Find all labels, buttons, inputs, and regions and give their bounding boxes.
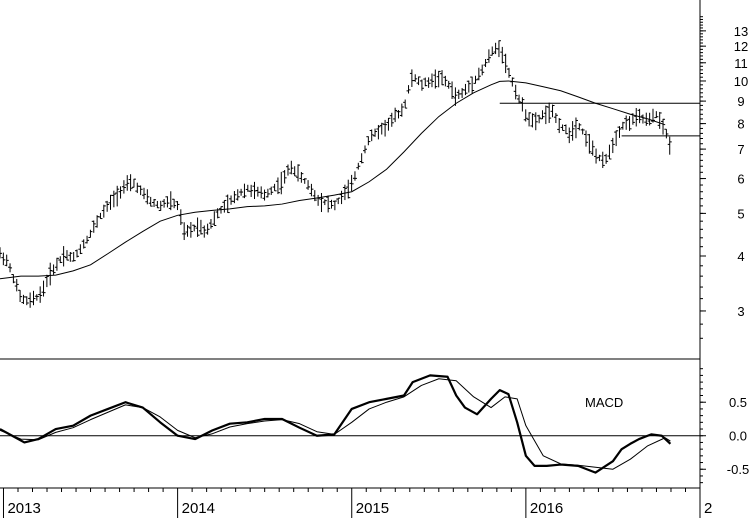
- x-axis-tick-label: 2013: [7, 500, 40, 517]
- x-axis-tick-label: 2: [704, 500, 712, 517]
- price-y-tick-label: 5: [737, 206, 744, 221]
- price-y-tick-label: 8: [737, 117, 744, 132]
- macd-panel: MACD: [0, 374, 700, 474]
- price-y-tick-label: 7: [737, 142, 744, 157]
- macd-y-tick-label: -0.5: [727, 462, 749, 477]
- price-y-tick-label: 10: [734, 74, 748, 89]
- price-y-tick-label: 13: [734, 24, 748, 39]
- macd-y-tick-label: 0.0: [729, 429, 747, 444]
- macd-line: [0, 374, 672, 474]
- x-axis-tick-label: 2014: [182, 500, 215, 517]
- price-y-tick-label: 6: [737, 172, 744, 187]
- price-y-tick-label: 4: [737, 249, 744, 264]
- price-panel: [0, 40, 700, 308]
- moving-average-line: [0, 80, 666, 280]
- price-y-tick-label: 11: [734, 56, 748, 71]
- x-axis-tick-label: 2015: [356, 500, 389, 517]
- price-y-tick-label: 9: [737, 94, 744, 109]
- price-y-tick-label: 3: [737, 304, 744, 319]
- signal-line: [0, 378, 671, 470]
- macd-y-tick-label: 0.5: [729, 395, 747, 410]
- price-y-tick-label: 12: [734, 39, 748, 54]
- macd-title: MACD: [585, 395, 623, 410]
- x-axis-tick-label: 2016: [530, 500, 563, 517]
